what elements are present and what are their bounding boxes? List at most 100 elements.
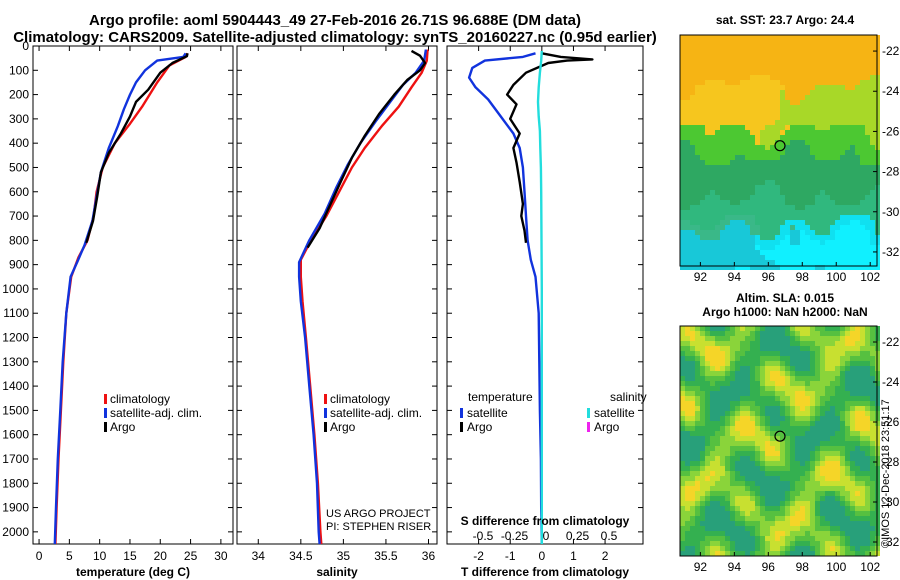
map-cell	[795, 65, 800, 70]
map-cell	[800, 80, 805, 85]
map-cell	[845, 240, 850, 245]
map-cell	[765, 95, 770, 100]
map-cell	[700, 45, 705, 50]
map-cell	[700, 135, 705, 140]
map-cell	[815, 346, 820, 351]
map-cell	[840, 491, 845, 496]
depth-tick-label: 2000	[2, 525, 29, 539]
map-cell	[870, 120, 875, 125]
map-cell	[695, 361, 700, 366]
map-cell	[870, 40, 875, 45]
map-cell	[855, 65, 860, 70]
map-cell	[755, 471, 760, 476]
map-cell	[850, 265, 855, 270]
map-cell	[760, 170, 765, 175]
map-cell	[760, 235, 765, 240]
map-cell	[860, 491, 865, 496]
sla_map-field	[680, 326, 880, 556]
map-cell	[755, 466, 760, 471]
map-cell	[770, 426, 775, 431]
map-cell	[770, 416, 775, 421]
map-cell	[815, 436, 820, 441]
map-cell	[865, 45, 870, 50]
map-cell	[695, 260, 700, 265]
map-cell	[755, 456, 760, 461]
map-cell	[800, 456, 805, 461]
map-cell	[820, 386, 825, 391]
map-cell	[810, 100, 815, 105]
map-cell	[775, 95, 780, 100]
map-cell	[855, 341, 860, 346]
map-cell	[820, 60, 825, 65]
map-cell	[695, 145, 700, 150]
map-cell	[770, 486, 775, 491]
map-cell	[845, 431, 850, 436]
map-cell	[755, 255, 760, 260]
map-cell	[700, 210, 705, 215]
map-cell	[845, 436, 850, 441]
map-cell	[715, 170, 720, 175]
map-cell	[730, 416, 735, 421]
map-cell	[760, 125, 765, 130]
map-cell	[785, 255, 790, 260]
map-cell	[815, 361, 820, 366]
map-cell	[840, 185, 845, 190]
map-cell	[865, 200, 870, 205]
map-cell	[835, 481, 840, 486]
map-cell	[730, 396, 735, 401]
map-cell	[700, 446, 705, 451]
map-cell	[720, 265, 725, 270]
map-cell	[755, 451, 760, 456]
map-cell	[750, 105, 755, 110]
map-cell	[740, 331, 745, 336]
map-cell	[710, 85, 715, 90]
map-cell	[810, 516, 815, 521]
map-cell	[780, 371, 785, 376]
map-cell	[770, 175, 775, 180]
map-cell	[715, 210, 720, 215]
map-cell	[785, 451, 790, 456]
map-cell	[830, 511, 835, 516]
map-cell	[820, 50, 825, 55]
map-cell	[740, 431, 745, 436]
map-cell	[745, 160, 750, 165]
map-cell	[785, 431, 790, 436]
map-cell	[755, 441, 760, 446]
map-cell	[690, 541, 695, 546]
map-cell	[850, 461, 855, 466]
map-cell	[770, 255, 775, 260]
sst_map-frame	[679, 34, 878, 267]
map-cell	[785, 506, 790, 511]
map-cell	[865, 386, 870, 391]
map-cell	[815, 541, 820, 546]
map-cell	[855, 436, 860, 441]
map-cell	[845, 260, 850, 265]
map-cell	[755, 60, 760, 65]
map-cell	[830, 115, 835, 120]
map-cell	[750, 170, 755, 175]
map-cell	[685, 45, 690, 50]
map-cell	[685, 491, 690, 496]
map-cell	[820, 180, 825, 185]
map-cell	[845, 376, 850, 381]
map-cell	[685, 125, 690, 130]
map-cell	[740, 140, 745, 145]
depth-tick-label: 400	[9, 136, 29, 150]
map-cell	[730, 551, 735, 556]
map-cell	[825, 255, 830, 260]
map-cell	[780, 180, 785, 185]
map-cell	[800, 105, 805, 110]
map-cell	[760, 541, 765, 546]
map-cell	[690, 100, 695, 105]
map-cell	[855, 60, 860, 65]
map-cell	[700, 356, 705, 361]
map-cell	[730, 170, 735, 175]
map-cell	[780, 235, 785, 240]
map-cell	[765, 381, 770, 386]
map-cell	[825, 431, 830, 436]
map-cell	[770, 190, 775, 195]
map-cell	[790, 195, 795, 200]
map-cell	[835, 50, 840, 55]
map-cell	[715, 35, 720, 40]
map-cell	[830, 145, 835, 150]
